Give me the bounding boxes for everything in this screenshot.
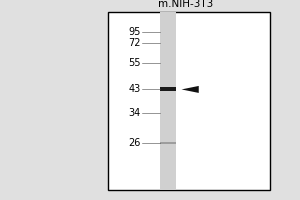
Bar	[160, 142, 176, 144]
Text: m.NIH-3T3: m.NIH-3T3	[158, 0, 214, 9]
Text: 43: 43	[129, 84, 141, 94]
Text: 95: 95	[129, 27, 141, 37]
Text: 34: 34	[129, 108, 141, 118]
Text: 26: 26	[129, 138, 141, 148]
Bar	[160, 87, 176, 91]
Bar	[160, 12, 176, 190]
Text: 55: 55	[128, 58, 141, 68]
Polygon shape	[182, 86, 199, 93]
Text: 72: 72	[128, 38, 141, 48]
Bar	[108, 12, 270, 190]
